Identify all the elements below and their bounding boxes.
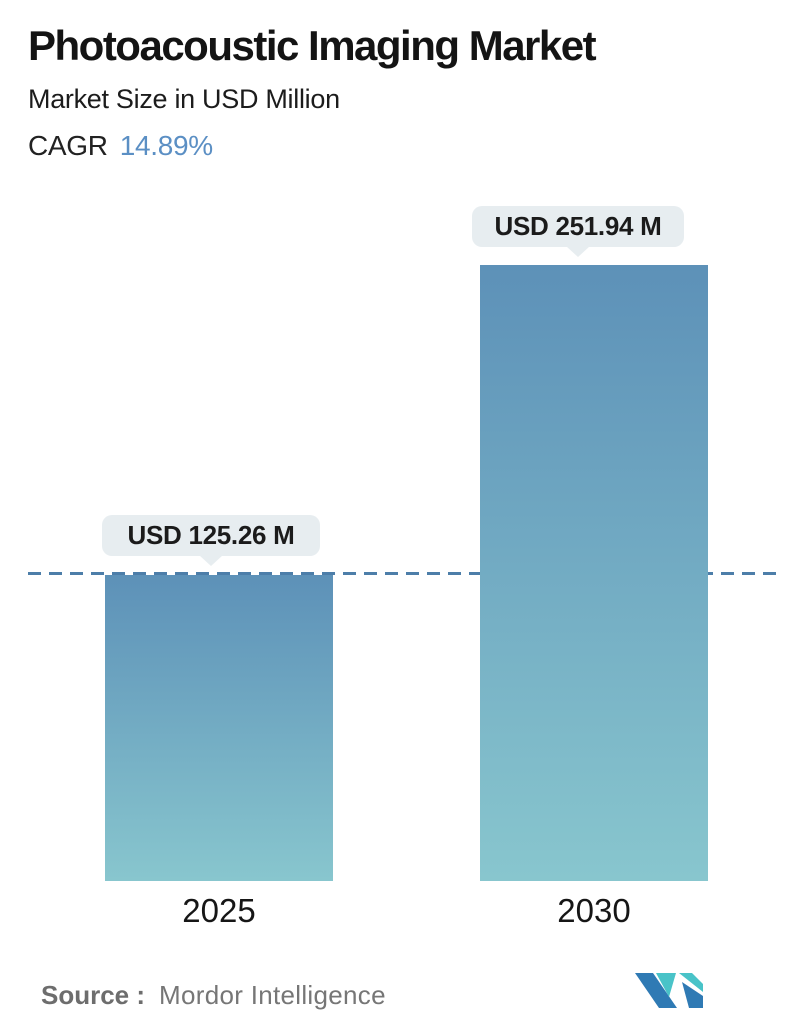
x-axis-label-2025: 2025: [182, 892, 256, 929]
callout-pointer-icon: [566, 246, 590, 257]
value-callout-2025: USD 125.26 M: [102, 515, 320, 566]
source-value: Mordor Intelligence: [159, 980, 386, 1010]
cagr-label: CAGR: [28, 130, 108, 161]
bar-2025: [105, 575, 333, 881]
page-title: Photoacoustic Imaging Market: [28, 22, 597, 69]
value-callout-2030-text: USD 251.94 M: [494, 211, 662, 241]
x-axis-label-2030: 2030: [557, 892, 631, 929]
cagr-value: 14.89%: [119, 130, 213, 161]
chart-subtitle: Market Size in USD Million: [28, 84, 340, 114]
source-label: Source :: [41, 980, 146, 1010]
mordor-intelligence-logo-icon: [635, 973, 703, 1008]
reference-dashed-line: [28, 572, 783, 575]
callout-pointer-icon: [199, 555, 223, 566]
bar-2030: [480, 265, 708, 881]
value-callout-2025-text: USD 125.26 M: [127, 520, 295, 550]
source-row: Source : Mordor Intelligence: [41, 980, 386, 1011]
cagr-row: CAGR 14.89%: [28, 130, 213, 162]
value-callout-2030: USD 251.94 M: [472, 206, 684, 257]
